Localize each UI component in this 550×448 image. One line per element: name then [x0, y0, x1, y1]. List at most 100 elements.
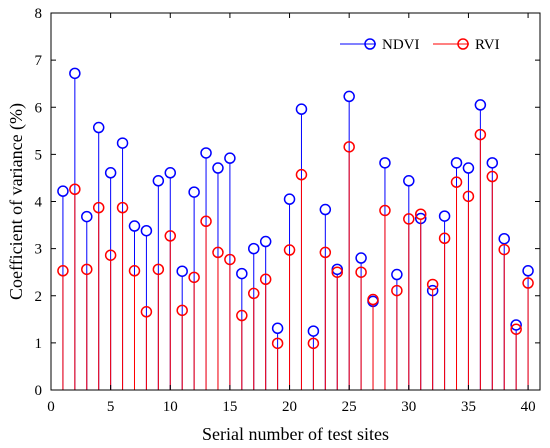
ndvi-point	[140, 224, 153, 237]
rvi-point	[81, 263, 93, 276]
rvi-point	[331, 266, 343, 278]
y-tick-label: 7	[35, 53, 43, 69]
rvi-point	[283, 244, 296, 256]
x-tick-label: 40	[521, 399, 536, 415]
rvi-point	[307, 337, 320, 350]
x-tick-label: 30	[401, 399, 416, 415]
ndvi-point	[116, 137, 129, 149]
y-tick-label: 2	[35, 289, 43, 305]
ndvi-point	[152, 175, 165, 187]
rvi-point	[116, 201, 129, 214]
legend: NDVI RVI	[340, 37, 500, 53]
y-tick-label: 6	[35, 100, 43, 116]
rvi-point	[295, 168, 308, 181]
ndvi-point	[128, 220, 141, 232]
ndvi-point	[188, 186, 200, 198]
ndvi-point	[474, 99, 487, 111]
ndvi-point	[248, 242, 260, 255]
ndvi-point	[271, 322, 284, 335]
x-tick-label: 25	[342, 399, 357, 415]
y-tick-label: 0	[35, 383, 43, 399]
legend-marker-rvi	[457, 38, 469, 50]
rvi-point	[248, 287, 260, 300]
rvi-point	[92, 201, 105, 214]
rvi-point	[140, 306, 153, 318]
ndvi-point	[462, 162, 475, 174]
rvi-point	[414, 208, 427, 220]
rvi-point	[200, 215, 212, 228]
x-tick-label: 35	[461, 399, 476, 415]
x-axis-title: Serial number of test sites	[202, 424, 389, 444]
rvi-point	[271, 337, 284, 350]
rvi-point	[152, 263, 165, 276]
x-tick-label: 20	[282, 399, 297, 415]
rvi-point	[212, 246, 224, 259]
x-tick-label: 15	[222, 399, 237, 415]
y-tick-label: 1	[35, 336, 43, 352]
rvi-point	[522, 277, 534, 289]
rvi-point	[426, 278, 439, 291]
ndvi-point	[450, 157, 463, 169]
rvi-point	[391, 284, 403, 297]
ndvi-point	[319, 203, 332, 216]
rvi-point	[188, 271, 200, 284]
x-tick-label: 10	[163, 399, 178, 415]
ndvi-point	[57, 185, 69, 197]
ndvi-point	[391, 268, 403, 281]
y-tick-label: 5	[35, 147, 43, 163]
series-rvi	[57, 128, 534, 390]
rvi-point	[259, 273, 272, 286]
rvi-point	[498, 243, 510, 256]
rvi-point	[462, 190, 475, 203]
y-tick-label: 8	[35, 6, 43, 22]
ndvi-point	[283, 193, 296, 205]
ndvi-point	[92, 121, 105, 134]
rvi-point	[69, 183, 81, 195]
ndvi-point	[355, 252, 367, 264]
rvi-point	[176, 304, 188, 317]
ndvi-point	[498, 232, 510, 245]
legend-label-rvi: RVI	[475, 37, 500, 53]
ndvi-point	[307, 325, 320, 337]
ndvi-point	[259, 235, 272, 248]
ndvi-point	[343, 90, 355, 103]
plot-content	[57, 67, 534, 390]
ndvi-point	[69, 67, 81, 80]
ndvi-point	[295, 103, 308, 115]
ndvi-point	[104, 167, 117, 179]
series-ndvi	[57, 67, 534, 390]
y-tick-label: 3	[35, 242, 43, 258]
rvi-point	[474, 128, 487, 141]
rvi-point	[57, 265, 69, 277]
ndvi-point	[200, 147, 212, 159]
rvi-point	[343, 141, 355, 153]
ndvi-point	[486, 157, 499, 169]
ndvi-point	[176, 265, 188, 277]
rvi-point	[236, 309, 248, 322]
ndvi-point	[438, 210, 451, 222]
x-tick-label: 5	[107, 399, 115, 415]
rvi-point	[379, 204, 391, 217]
ndvi-point	[164, 167, 177, 179]
rvi-point	[164, 230, 177, 242]
rvi-point	[403, 213, 415, 225]
y-axis-title: Coefficient of variance (%)	[6, 103, 27, 300]
ndvi-point	[403, 175, 415, 187]
ndvi-point	[212, 162, 224, 174]
rvi-point	[128, 265, 141, 277]
rvi-point	[450, 176, 463, 188]
ndvi-point	[81, 210, 93, 223]
legend-label-ndvi: NDVI	[382, 37, 420, 53]
rvi-point	[510, 323, 522, 335]
axis-ticks: 0 5 10 15 20 25 30 35 40 0 1 2 3 4 5 6 7 8	[35, 6, 540, 415]
rvi-point	[104, 249, 117, 261]
rvi-point	[355, 266, 367, 278]
rvi-point	[486, 170, 499, 183]
rvi-point	[319, 246, 332, 259]
ndvi-point	[522, 265, 534, 277]
rvi-point	[224, 253, 236, 266]
y-tick-label: 4	[35, 195, 43, 211]
legend-marker-ndvi	[364, 38, 376, 50]
ndvi-point	[224, 152, 236, 164]
